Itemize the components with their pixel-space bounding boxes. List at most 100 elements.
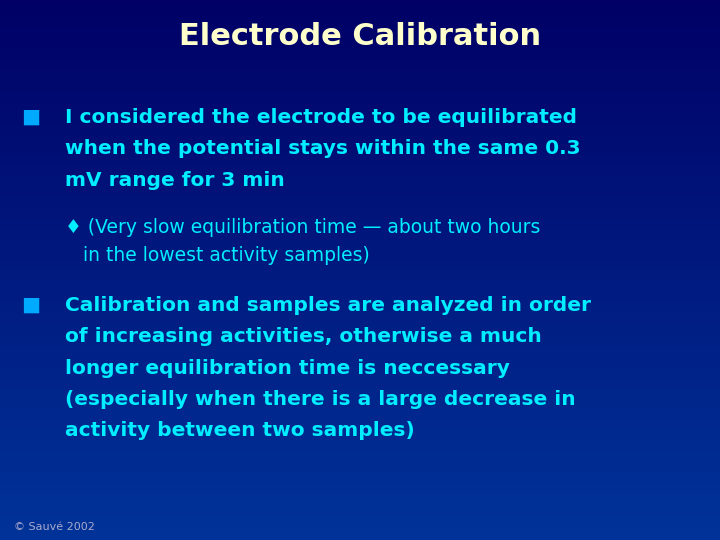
Bar (0, 505, 720, 508)
Bar (0, 502, 720, 505)
Bar (0, 184, 720, 186)
Bar (0, 437, 720, 440)
Bar (0, 329, 720, 332)
Bar (0, 57, 720, 59)
Bar (0, 462, 720, 464)
Bar (0, 443, 720, 445)
Bar (0, 192, 720, 194)
Bar (0, 27, 720, 30)
Bar (0, 327, 720, 329)
Bar (0, 256, 720, 259)
Bar (0, 289, 720, 292)
Bar (0, 321, 720, 324)
Bar (0, 251, 720, 254)
Bar (0, 86, 720, 89)
Bar (0, 440, 720, 443)
Bar (0, 105, 720, 108)
Bar (0, 40, 720, 43)
Bar (0, 19, 720, 22)
Text: Electrode Calibration: Electrode Calibration (179, 22, 541, 51)
Bar (0, 3, 720, 5)
Bar (0, 335, 720, 338)
Bar (0, 211, 720, 213)
Bar (0, 346, 720, 348)
Bar (0, 127, 720, 130)
Bar (0, 481, 720, 483)
Bar (0, 224, 720, 227)
Bar (0, 427, 720, 429)
Text: Calibration and samples are analyzed in order: Calibration and samples are analyzed in … (65, 296, 591, 315)
Text: of increasing activities, otherwise a much: of increasing activities, otherwise a mu… (65, 327, 541, 346)
Bar (0, 394, 720, 397)
Bar (0, 478, 720, 481)
Bar (0, 84, 720, 86)
Text: activity between two samples): activity between two samples) (65, 421, 415, 440)
Bar (0, 389, 720, 392)
Bar (0, 108, 720, 111)
Bar (0, 454, 720, 456)
Bar (0, 97, 720, 100)
Bar (0, 286, 720, 289)
Bar (0, 265, 720, 267)
Bar (0, 319, 720, 321)
Bar (0, 170, 720, 173)
Text: in the lowest activity samples): in the lowest activity samples) (65, 246, 369, 265)
Bar (0, 270, 720, 273)
Bar (0, 70, 720, 73)
Bar (0, 94, 720, 97)
Bar (0, 227, 720, 229)
Bar (0, 284, 720, 286)
Bar (0, 8, 720, 11)
Text: ♦ (Very slow equilibration time — about two hours: ♦ (Very slow equilibration time — about … (65, 218, 540, 237)
Bar (0, 497, 720, 500)
Bar (0, 294, 720, 297)
Bar (0, 500, 720, 502)
Bar (0, 475, 720, 478)
Bar (0, 146, 720, 148)
Bar (0, 410, 720, 413)
Bar (0, 167, 720, 170)
Bar (0, 135, 720, 138)
Bar (0, 14, 720, 16)
Bar (0, 113, 720, 116)
Bar (0, 119, 720, 122)
Bar (0, 308, 720, 310)
Text: mV range for 3 min: mV range for 3 min (65, 171, 284, 190)
Bar (0, 375, 720, 378)
Bar (0, 43, 720, 46)
Bar (0, 362, 720, 364)
Bar (0, 267, 720, 270)
Bar (0, 103, 720, 105)
Bar (0, 92, 720, 94)
Bar (0, 232, 720, 235)
Bar (0, 200, 720, 202)
Text: longer equilibration time is neccessary: longer equilibration time is neccessary (65, 359, 510, 377)
Bar (0, 189, 720, 192)
Bar (0, 59, 720, 62)
Bar (0, 348, 720, 351)
Bar (0, 416, 720, 418)
Bar (0, 470, 720, 472)
Bar (0, 472, 720, 475)
Bar (0, 154, 720, 157)
Bar (0, 446, 720, 448)
Bar (0, 219, 720, 221)
Bar (0, 535, 720, 537)
Bar (0, 54, 720, 57)
Bar (0, 494, 720, 497)
Bar (0, 32, 720, 35)
Bar (0, 208, 720, 211)
Bar (0, 338, 720, 340)
Bar (0, 340, 720, 343)
Bar (0, 297, 720, 300)
Bar (0, 324, 720, 327)
Bar (0, 524, 720, 526)
Bar (0, 364, 720, 367)
Bar (0, 186, 720, 189)
Bar (0, 122, 720, 124)
Bar (0, 351, 720, 354)
Bar (0, 378, 720, 381)
Bar (0, 148, 720, 151)
Bar (0, 11, 720, 14)
Bar (0, 240, 720, 243)
